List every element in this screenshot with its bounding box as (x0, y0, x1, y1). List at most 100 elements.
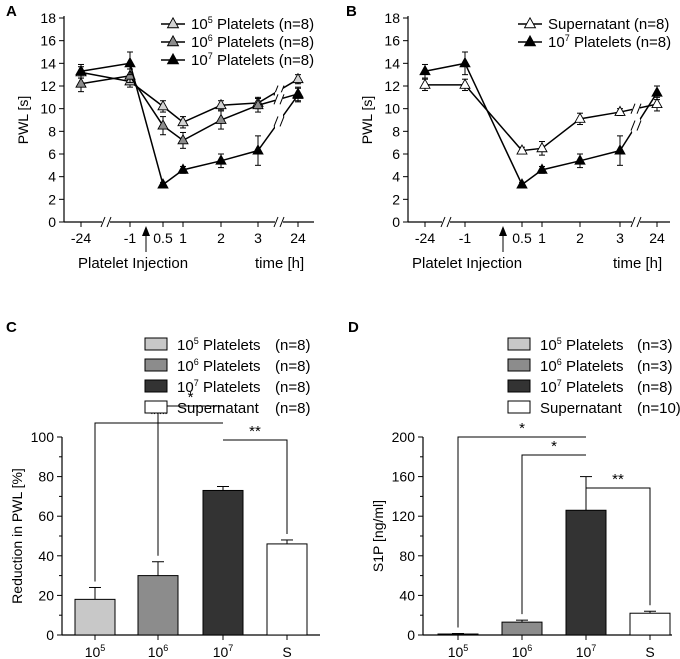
x-tick-label: 107 (576, 643, 597, 659)
y-axis-label: PWL [s] (15, 96, 31, 145)
x-tick-label: -1 (459, 230, 472, 246)
x-tick-label: 2 (217, 230, 225, 246)
significance-label: ** (612, 471, 624, 488)
significance-label: ** (249, 423, 261, 440)
series-line (80, 71, 259, 124)
data-point-triangle (157, 99, 169, 111)
series-break-gap (632, 118, 640, 133)
bar (629, 612, 671, 636)
x-axis-break (630, 215, 642, 229)
legend-swatch (507, 337, 531, 351)
legend-label: 105 (540, 336, 562, 354)
data-point-triangle (614, 144, 626, 155)
legend-swatch (144, 337, 168, 351)
legend-swatch (144, 358, 168, 372)
significance-bracket (521, 454, 586, 615)
x-tick-label: 3 (254, 230, 262, 246)
series-break-slash (630, 120, 636, 131)
x-tick-label: 3 (616, 230, 624, 246)
break-gap (275, 215, 283, 229)
bar (565, 509, 607, 636)
break-slash (636, 216, 642, 228)
y-tick-label: 0 (46, 627, 54, 643)
significance-label: * (188, 389, 194, 406)
legend-label: Supernatant (n=8) (548, 16, 669, 33)
data-point-triangle (536, 141, 548, 153)
x-tick-label: -24 (415, 230, 435, 246)
series-break-slash (636, 103, 642, 114)
legend-label: 106 (191, 33, 213, 51)
bar (266, 543, 308, 636)
series-1 (419, 51, 663, 189)
y-tick-label: 8 (48, 123, 56, 139)
legend-label: 105 (191, 15, 213, 33)
x-axis-label: time [h] (613, 255, 662, 272)
x-tick-label: 1 (538, 230, 546, 246)
data-point-triangle (75, 64, 87, 76)
data-point-triangle (574, 154, 586, 165)
legend-n-label: (n=3) (637, 358, 672, 375)
legend-label: Platelets (n=8) (574, 34, 671, 51)
series-line-break (273, 114, 285, 129)
data-point-triangle (75, 77, 87, 88)
y-tick-label: 18 (384, 10, 400, 26)
legend-n-label: (n=8) (275, 337, 310, 354)
y-tick-label: 0 (48, 214, 56, 230)
y-tick-label: 120 (392, 508, 416, 524)
data-point-triangle (292, 88, 304, 99)
legend-label: 106 (177, 357, 199, 375)
x-axis-break (273, 215, 285, 229)
y-tick-label: 0 (392, 214, 400, 230)
legend-label: Platelets (566, 379, 624, 396)
legend-n-label: (n=10) (637, 400, 680, 417)
series-2 (75, 51, 304, 189)
break-slash (100, 216, 106, 228)
data-point-triangle (252, 98, 264, 110)
y-tick-label: 160 (392, 469, 416, 485)
legend-label: Platelets (566, 337, 624, 354)
series-line-break (630, 101, 642, 116)
panel-c-bar-chart: 0 20 40 60 80 100 Reduction in PWL [%] 105 106 10… (9, 336, 320, 659)
bar (501, 621, 543, 636)
series-break-slash (273, 116, 279, 127)
series-0 (419, 78, 663, 156)
data-point-triangle (177, 115, 189, 127)
x-tick-label: 24 (290, 230, 306, 246)
legend-n-label: (n=8) (637, 379, 672, 396)
legend-label: Platelets (203, 358, 261, 375)
legend-label: 106 (540, 357, 562, 375)
series-line (80, 74, 259, 142)
data-point-triangle (459, 78, 471, 89)
y-tick-label: 60 (38, 508, 54, 524)
data-point-triangle (459, 56, 471, 68)
y-tick-label: 0 (407, 627, 415, 643)
data-point-triangle (177, 133, 189, 145)
legend-triangle-icon (166, 16, 180, 29)
series-break-gap (275, 83, 283, 98)
series-break-slash (279, 94, 285, 105)
legend-swatch (144, 400, 168, 414)
legend-n-label: (n=8) (275, 400, 310, 417)
bar (137, 575, 179, 636)
data-point-triangle (651, 86, 663, 97)
legend-swatch (507, 400, 531, 414)
x-tick-label: S (282, 644, 291, 659)
y-axis-label: S1P [ng/ml] (370, 500, 386, 572)
legend-swatch (144, 379, 168, 393)
injection-arrow-icon (499, 226, 507, 236)
injection-arrow-icon (142, 226, 150, 236)
data-point-triangle (574, 112, 586, 123)
y-tick-label: 40 (399, 587, 415, 603)
data-point-triangle (157, 178, 169, 189)
series-break-slash (636, 120, 642, 131)
data-point-triangle (516, 144, 528, 155)
data-point-triangle (419, 64, 431, 76)
series-0 (75, 65, 304, 129)
x-tick-label: 106 (512, 643, 533, 659)
data-point-triangle (536, 163, 548, 174)
break-slash (279, 216, 285, 228)
series-break-slash (630, 103, 636, 114)
x-tick-label: 0.5 (153, 230, 173, 246)
